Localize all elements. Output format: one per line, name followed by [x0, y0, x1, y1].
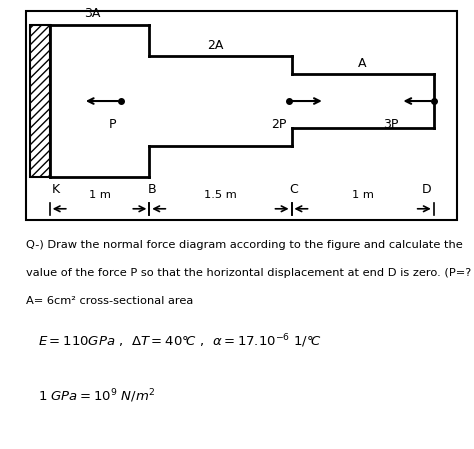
Text: value of the force P so that the horizontal displacement at end D is zero. (P=? : value of the force P so that the horizon… — [26, 268, 474, 278]
Text: P: P — [109, 118, 116, 131]
Text: A= 6cm² cross-sectional area: A= 6cm² cross-sectional area — [26, 296, 193, 306]
Text: D: D — [422, 183, 431, 196]
Text: 1 m: 1 m — [352, 190, 374, 200]
Text: 3P: 3P — [383, 118, 398, 131]
Text: 3A: 3A — [84, 7, 100, 20]
Text: 1.5 m: 1.5 m — [204, 190, 237, 200]
Text: A: A — [358, 57, 367, 70]
Text: 2A: 2A — [208, 39, 224, 52]
Bar — [30, 25, 50, 177]
Text: C: C — [290, 183, 298, 196]
Text: 2P: 2P — [272, 118, 287, 131]
Text: $E =110GPa$ ,  $\Delta T = 40°\!C$ ,  $\alpha =17.10^{-6}\ 1/°\!C$: $E =110GPa$ , $\Delta T = 40°\!C$ , $\al… — [38, 332, 322, 350]
Text: B: B — [147, 183, 156, 196]
Bar — [26, 11, 457, 220]
Text: $\mathit{1\ GPa{=}10^9\ N/m^2}$: $\mathit{1\ GPa{=}10^9\ N/m^2}$ — [38, 388, 155, 405]
Text: Q-) Draw the normal force diagram according to the figure and calculate the: Q-) Draw the normal force diagram accord… — [26, 240, 463, 250]
Text: K: K — [52, 183, 60, 196]
Text: 1 m: 1 m — [89, 190, 110, 200]
